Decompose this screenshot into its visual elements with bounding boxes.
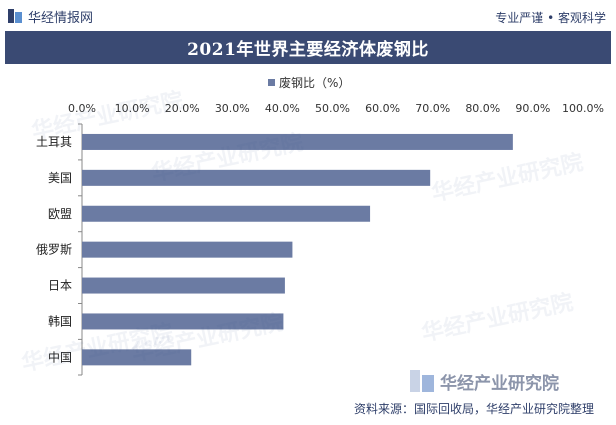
bar bbox=[82, 313, 284, 330]
x-tick-label: 0.0% bbox=[68, 102, 96, 115]
footer-logo-icon bbox=[410, 370, 434, 392]
bar bbox=[82, 241, 293, 258]
y-tick-label: 俄罗斯 bbox=[36, 243, 72, 257]
bar bbox=[82, 169, 431, 186]
legend-swatch bbox=[268, 78, 275, 86]
x-tick-label: 40.0% bbox=[265, 102, 300, 115]
bar bbox=[82, 205, 371, 222]
tagline: 专业严谨 • 客观科学 bbox=[495, 11, 606, 25]
brand: 华经情报网 bbox=[8, 8, 94, 26]
chart-title-bar: 2021年世界主要经济体废钢比 bbox=[5, 31, 611, 64]
y-tick-label: 中国 bbox=[48, 349, 72, 364]
x-tick-label: 20.0% bbox=[165, 102, 200, 115]
y-tick-label: 美国 bbox=[48, 171, 72, 185]
data-source-note: 资料来源：国际回收局，华经产业研究院整理 bbox=[353, 402, 594, 416]
bar bbox=[82, 133, 513, 150]
top-bar: 华经情报网 专业严谨 • 客观科学 bbox=[0, 0, 616, 30]
footer-brand: 华经产业研究院 bbox=[410, 368, 559, 394]
bar bbox=[82, 277, 285, 294]
chart-title: 2021年世界主要经济体废钢比 bbox=[187, 40, 429, 60]
y-tick-label: 韩国 bbox=[48, 313, 72, 328]
x-tick-label: 60.0% bbox=[365, 102, 400, 115]
x-tick-label: 70.0% bbox=[415, 102, 450, 115]
x-tick-label: 10.0% bbox=[115, 102, 150, 115]
x-tick-label: 50.0% bbox=[315, 102, 350, 115]
x-tick-label: 100.0% bbox=[562, 102, 604, 115]
y-tick-label: 日本 bbox=[48, 279, 72, 293]
x-tick-label: 80.0% bbox=[465, 102, 500, 115]
brand-logo-icon bbox=[8, 9, 22, 23]
bar bbox=[82, 349, 192, 366]
chart-legend: 废钢比（%） bbox=[268, 74, 350, 90]
legend-label: 废钢比（%） bbox=[279, 75, 351, 90]
footer-brand-name: 华经产业研究院 bbox=[440, 373, 559, 394]
y-tick-label: 土耳其 bbox=[36, 135, 72, 149]
x-tick-label: 30.0% bbox=[215, 102, 250, 115]
brand-name: 华经情报网 bbox=[28, 10, 94, 26]
y-tick-label: 欧盟 bbox=[48, 207, 72, 221]
x-tick-label: 90.0% bbox=[515, 102, 550, 115]
